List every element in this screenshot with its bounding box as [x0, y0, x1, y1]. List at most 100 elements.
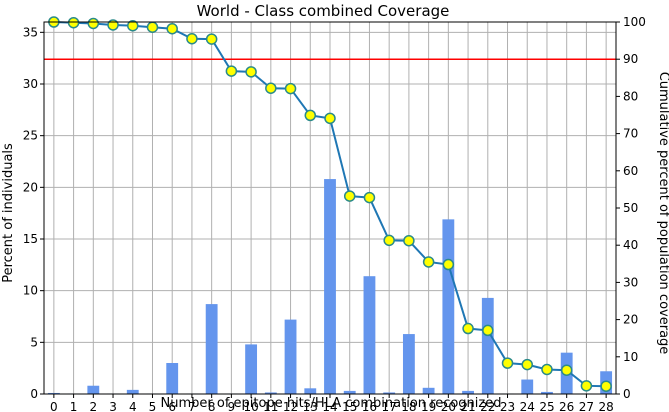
bar — [521, 379, 534, 394]
y-tick-label: 35 — [23, 25, 38, 39]
line-point — [225, 65, 238, 77]
y2-tick-label: 10 — [623, 350, 638, 364]
line-point — [205, 33, 218, 45]
line-point — [462, 322, 474, 335]
x-tick-label: 9 — [228, 400, 236, 412]
bar — [422, 387, 435, 394]
y2-tick-label: 20 — [623, 313, 638, 327]
x-tick-label: 16 — [362, 400, 377, 412]
bar — [363, 276, 376, 394]
line-point — [541, 363, 553, 376]
line-point — [186, 32, 198, 45]
bar — [324, 179, 336, 394]
y2-tick-label: 40 — [623, 238, 638, 252]
x-tick-label: 5 — [149, 400, 157, 412]
line-point — [67, 16, 80, 29]
y2-tick-label: 0 — [623, 387, 631, 401]
x-tick-label: 22 — [480, 400, 495, 412]
y-tick-label: 30 — [23, 77, 38, 91]
x-axis-label: Number of epitope hits/HLA combination r… — [161, 396, 502, 411]
bar — [343, 390, 356, 394]
x-tick-label: 21 — [460, 400, 475, 412]
x-tick-label: 10 — [243, 400, 258, 412]
y2-tick-label: 60 — [623, 164, 638, 178]
line-point — [501, 357, 514, 369]
x-axis: 0 1 2 3 4 5 6 7 8 9 10 11 12 13 14 15 16 17 18 19 20 21 22 23 24… — [50, 394, 614, 412]
x-tick-label: 24 — [520, 400, 535, 412]
line-point — [245, 66, 257, 78]
line-point — [442, 258, 455, 271]
bar — [383, 392, 396, 394]
y-axis-right: 0 10 20 30 40 50 60 70 80 90 100 — [616, 15, 646, 401]
x-tick-label: 23 — [500, 400, 515, 412]
x-tick-label: 18 — [401, 400, 416, 412]
y2-tick-label: 50 — [623, 201, 638, 215]
line-point — [383, 234, 395, 247]
y-tick-label: 5 — [30, 335, 38, 349]
bar — [481, 297, 494, 394]
line-point — [482, 324, 494, 337]
x-tick-label: 25 — [539, 400, 554, 412]
x-tick-label: 27 — [579, 400, 594, 412]
x-tick-label: 17 — [382, 400, 397, 412]
bar — [402, 334, 415, 394]
bar — [462, 390, 474, 394]
y2-tick-label: 90 — [623, 52, 638, 66]
line-point — [146, 21, 159, 33]
x-tick-label: 4 — [129, 400, 137, 412]
chart-title: World - Class combined Coverage — [197, 2, 450, 20]
bar — [166, 363, 179, 394]
y2-tick-label: 80 — [623, 89, 638, 103]
line-point — [343, 190, 356, 202]
line-point — [403, 234, 415, 247]
x-tick-label: 28 — [598, 400, 613, 412]
x-tick-label: 26 — [559, 400, 574, 412]
y-axis-left: 0 5 10 15 20 25 30 35 — [23, 25, 44, 401]
bar — [264, 392, 277, 394]
line-point — [107, 19, 119, 31]
x-tick-label: 2 — [89, 400, 97, 412]
y2-axis-label: Cumulative percent of population coverag… — [656, 72, 669, 355]
line-point — [127, 19, 139, 32]
line-point — [363, 191, 376, 204]
bar — [126, 389, 139, 394]
line-point — [166, 22, 178, 35]
x-tick-label: 20 — [441, 400, 456, 412]
y-tick-label: 20 — [23, 180, 38, 194]
bar — [205, 304, 218, 394]
line-point — [324, 112, 336, 125]
x-tick-label: 8 — [208, 400, 216, 412]
line-point — [422, 256, 435, 268]
bar — [284, 319, 297, 394]
x-tick-label: 1 — [70, 400, 78, 412]
x-tick-label: 14 — [322, 400, 337, 412]
x-tick-label: 6 — [168, 400, 176, 412]
line-point — [600, 380, 612, 392]
line-point — [521, 358, 533, 371]
y-tick-label: 15 — [23, 232, 38, 246]
line-point — [580, 380, 593, 392]
line-point — [284, 82, 297, 95]
bar — [541, 391, 553, 394]
y-axis-label: Percent of individuals — [1, 143, 16, 283]
y2-tick-label: 30 — [623, 275, 638, 289]
x-tick-label: 11 — [263, 400, 278, 412]
bar — [304, 388, 317, 394]
line-point — [304, 109, 317, 122]
x-tick-label: 7 — [188, 400, 196, 412]
x-tick-label: 13 — [303, 400, 318, 412]
y-tick-label: 10 — [23, 284, 38, 298]
y2-tick-label: 70 — [623, 127, 638, 141]
x-tick-label: 3 — [109, 400, 117, 412]
x-tick-label: 12 — [283, 400, 298, 412]
bar — [47, 392, 60, 394]
x-tick-label: 19 — [421, 400, 436, 412]
bar — [245, 344, 258, 394]
y2-tick-label: 100 — [623, 15, 646, 29]
bar — [442, 219, 455, 394]
line-point — [265, 82, 277, 94]
x-tick-label: 15 — [342, 400, 357, 412]
bar — [87, 385, 100, 394]
line-point — [87, 17, 100, 30]
